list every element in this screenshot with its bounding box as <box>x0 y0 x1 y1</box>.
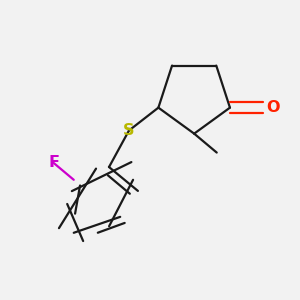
Text: F: F <box>48 155 59 170</box>
Text: O: O <box>267 100 280 115</box>
Text: S: S <box>123 123 135 138</box>
